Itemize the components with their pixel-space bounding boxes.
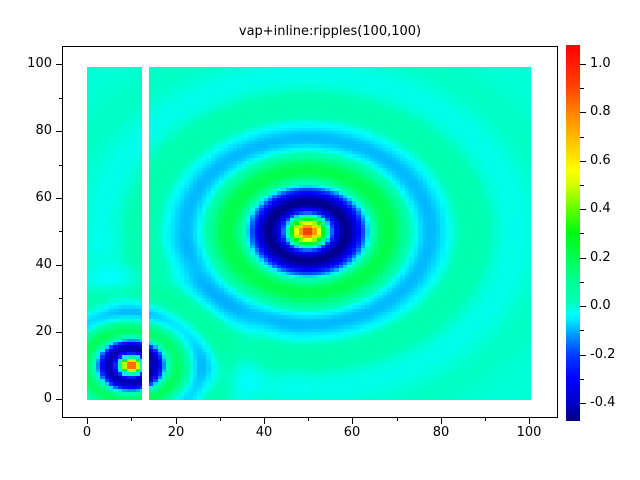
x-axis-minor-tick (131, 418, 132, 421)
y-axis-tick-label: 40 (35, 257, 52, 272)
x-axis-major-tick (264, 418, 265, 424)
colorbar-minor-tick (580, 88, 584, 89)
colorbar-tick-label: 0.8 (590, 104, 611, 119)
colorbar-major-tick (580, 161, 586, 162)
colorbar-minor-tick (580, 185, 584, 186)
colorbar-tick-label: 0.0 (590, 298, 611, 313)
x-axis-major-tick (529, 418, 530, 424)
y-axis-minor-tick (59, 98, 62, 99)
x-axis-major-tick (176, 418, 177, 424)
colorbar-tick-label: 1.0 (590, 56, 611, 71)
colorbar-tick-label: -0.4 (590, 395, 616, 410)
heatmap-canvas (87, 67, 531, 400)
x-axis-major-tick (352, 418, 353, 424)
y-axis-major-tick (56, 399, 62, 400)
y-axis-tick-label: 80 (35, 123, 52, 138)
y-axis-tick-label: 0 (43, 391, 52, 406)
x-axis-major-tick (441, 418, 442, 424)
y-axis-major-tick (56, 131, 62, 132)
x-axis-major-tick (87, 418, 88, 424)
axes-frame (62, 46, 558, 418)
colorbar-major-tick (580, 64, 586, 65)
y-axis-major-tick (56, 64, 62, 65)
colorbar-major-tick (580, 403, 586, 404)
x-axis-tick-label: 100 (516, 425, 542, 440)
y-axis-tick-label: 20 (35, 324, 52, 339)
x-axis-tick-label: 0 (82, 425, 92, 440)
x-axis-minor-tick (485, 418, 486, 421)
y-axis-tick-label: 60 (35, 190, 52, 205)
colorbar-major-tick (580, 355, 586, 356)
colorbar-canvas (566, 45, 580, 421)
x-axis-tick-label: 20 (167, 425, 185, 440)
colorbar-minor-tick (580, 282, 584, 283)
x-axis-tick-label: 40 (255, 425, 273, 440)
colorbar-major-tick (580, 112, 586, 113)
colorbar-major-tick (580, 209, 586, 210)
colorbar-minor-tick (580, 137, 584, 138)
x-axis-minor-tick (397, 418, 398, 421)
y-axis-major-tick (56, 265, 62, 266)
colorbar-minor-tick (580, 379, 584, 380)
colorbar-minor-tick (580, 330, 584, 331)
y-axis-major-tick (56, 198, 62, 199)
x-axis-tick-label: 60 (343, 425, 361, 440)
colorbar-major-tick (580, 258, 586, 259)
colorbar-tick-label: 0.6 (590, 153, 611, 168)
colorbar-tick-label: 0.2 (590, 250, 611, 265)
colorbar-minor-tick (580, 233, 584, 234)
x-axis-minor-tick (308, 418, 309, 421)
y-axis-minor-tick (59, 231, 62, 232)
y-axis-minor-tick (59, 298, 62, 299)
colorbar-tick-label: -0.2 (590, 347, 616, 362)
y-axis-tick-label: 100 (27, 56, 52, 71)
x-axis-minor-tick (220, 418, 221, 421)
x-axis-tick-label: 80 (432, 425, 450, 440)
colorbar-tick-label: 0.4 (590, 201, 611, 216)
y-axis-major-tick (56, 332, 62, 333)
colorbar-major-tick (580, 306, 586, 307)
y-axis-minor-tick (59, 365, 62, 366)
chart-title: vap+inline:ripples(100,100) (238, 24, 422, 39)
y-axis-minor-tick (59, 165, 62, 166)
